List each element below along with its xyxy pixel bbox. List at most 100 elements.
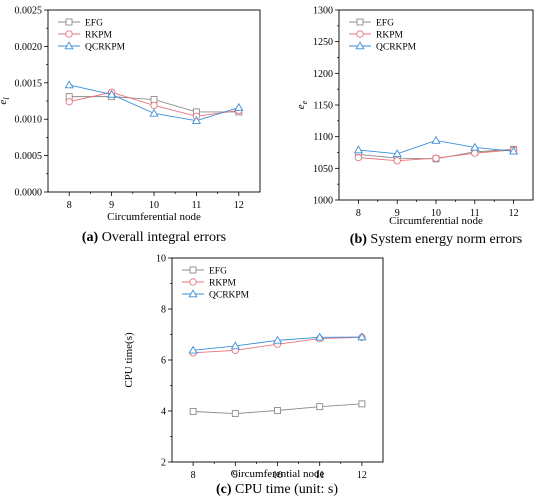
y-tick-label: 0.0020	[15, 42, 43, 53]
series-qcrkpm	[353, 135, 519, 158]
y-tick-label: 1050	[313, 164, 333, 175]
data-point	[509, 146, 519, 155]
data-point	[272, 335, 283, 344]
plot-frame	[338, 9, 534, 201]
y-axis-label-subscript: l	[2, 97, 11, 100]
legend-marker	[356, 30, 364, 38]
data-point	[315, 332, 325, 341]
x-tick-label: 10	[431, 208, 441, 219]
legend-marker	[65, 18, 73, 26]
y-tick-label: 1300	[313, 6, 333, 17]
legend-label: EFG	[85, 19, 103, 29]
y-tick-label: 10	[156, 254, 166, 265]
data-point	[230, 341, 240, 350]
legend: EFG RKPM QCRKPM	[182, 267, 250, 301]
legend-marker	[355, 41, 365, 50]
data-point	[470, 142, 480, 151]
data-point	[274, 407, 281, 414]
panel-caption-prefix: (b)	[350, 232, 371, 247]
data-point	[191, 115, 201, 124]
y-tick-label: 1200	[313, 69, 333, 80]
panel-caption: (c) CPU time (unit: s)	[216, 482, 338, 497]
data-point	[432, 154, 440, 162]
y-axis-label-subscript: e	[300, 100, 309, 104]
legend-label: RKPM	[376, 31, 403, 41]
data-point	[65, 98, 73, 106]
y-tick-label: 1150	[313, 101, 333, 112]
data-point	[316, 403, 324, 411]
legend-label: EFG	[376, 19, 394, 29]
panel-caption-prefix: (a)	[82, 230, 102, 245]
data-point	[358, 400, 366, 408]
y-tick-label: 0.0005	[15, 151, 43, 162]
x-tick-label: 9	[109, 200, 114, 211]
x-tick-label: 9	[395, 208, 400, 219]
data-point	[150, 96, 158, 103]
x-tick-label: 8	[356, 208, 361, 219]
x-tick-label: 11	[192, 200, 202, 211]
data-point	[357, 332, 367, 341]
data-point	[431, 135, 441, 144]
legend-label: QCRKPM	[209, 291, 250, 301]
panel-caption: (a) Overall integral errors	[82, 230, 226, 245]
legend-marker	[356, 18, 364, 26]
legend-marker	[188, 289, 198, 298]
panel-caption-text: Overall integral errors	[102, 230, 226, 245]
y-tick-label: 0.0000	[15, 188, 43, 199]
data-point	[471, 149, 479, 157]
y-tick-label: 1000	[313, 196, 333, 207]
x-axis-label: Circumferential node	[107, 211, 201, 223]
y-axis-label-main: e	[0, 100, 9, 105]
x-tick-label: 12	[357, 470, 367, 481]
x-tick-label: 12	[509, 208, 519, 219]
y-tick-label: 0.0025	[15, 6, 43, 17]
data-point	[231, 410, 239, 417]
data-point	[188, 345, 198, 354]
legend-marker	[64, 41, 74, 50]
legend-label: QCRKPM	[376, 43, 417, 53]
plot-frame	[171, 257, 384, 463]
data-point	[234, 102, 244, 111]
y-tick-label: 4	[161, 407, 166, 418]
y-axis-label-main: e	[295, 104, 307, 109]
data-point	[150, 101, 158, 110]
x-tick-label: 11	[315, 470, 325, 481]
data-point	[354, 153, 363, 162]
y-axis-label-main: CPU time(s)	[123, 332, 135, 388]
chart-panel-c: 2 4 6 8 10 8 9 10 11 12 Circumferential node CPU ti…	[123, 254, 384, 497]
x-tick-label: 9	[233, 470, 238, 481]
x-axis-label: Circumferential node	[389, 215, 483, 227]
data-point	[189, 408, 197, 415]
x-tick-label: 8	[191, 470, 196, 481]
y-tick-label: 0.0015	[15, 78, 43, 89]
y-tick-label: 6	[161, 356, 166, 367]
x-tick-label: 12	[234, 200, 244, 211]
x-axis-label: Circumferential node	[231, 468, 325, 480]
data-point	[353, 145, 363, 154]
legend-marker	[189, 278, 197, 286]
panel-caption: (b) System energy norm errors	[350, 232, 522, 247]
series-efg	[189, 400, 366, 417]
data-point	[64, 80, 74, 89]
y-tick-label: 1250	[313, 37, 333, 48]
y-axis-label: el	[0, 97, 11, 105]
series-qcrkpm	[64, 80, 244, 124]
data-point	[392, 149, 402, 158]
panel-caption-text: CPU time (unit: s)	[235, 482, 338, 497]
panel-caption-text: System energy norm errors	[370, 232, 522, 247]
y-tick-label: 2	[161, 458, 166, 469]
y-tick-label: 8	[161, 305, 166, 316]
legend-label: EFG	[209, 267, 227, 277]
data-point	[107, 89, 117, 98]
y-tick-label: 1100	[313, 132, 333, 143]
panel-caption-prefix: (c)	[216, 482, 235, 497]
y-axis-label: CPU time(s)	[123, 332, 135, 388]
y-tick-label: 0.0010	[15, 115, 43, 126]
legend-marker	[189, 266, 197, 274]
legend-label: RKPM	[85, 31, 112, 41]
x-tick-label: 10	[149, 200, 159, 211]
legend-marker	[65, 30, 73, 38]
data-point	[393, 157, 401, 165]
data-point	[149, 108, 159, 117]
